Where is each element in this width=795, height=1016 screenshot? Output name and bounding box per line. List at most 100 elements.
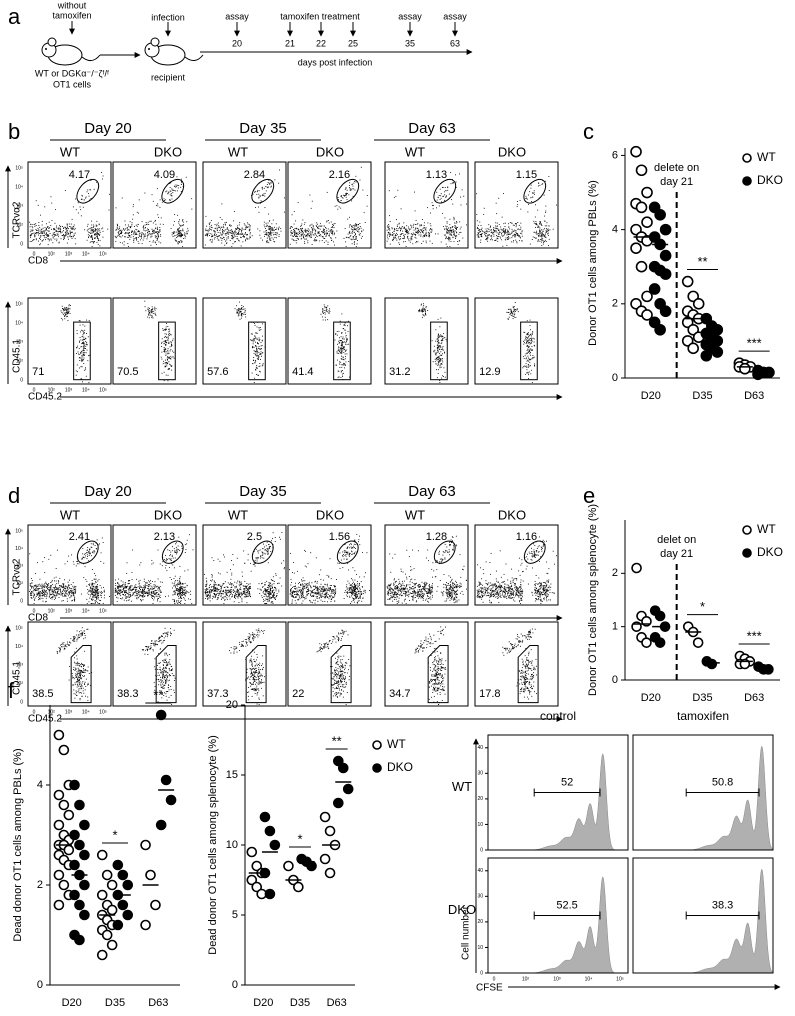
event-dot bbox=[151, 306, 153, 308]
event-dot bbox=[518, 235, 520, 237]
event-dot bbox=[476, 227, 478, 229]
event-dot bbox=[73, 229, 75, 231]
event-dot bbox=[86, 552, 87, 554]
event-dot bbox=[211, 233, 213, 235]
event-dot bbox=[531, 345, 533, 347]
event-dot bbox=[405, 228, 406, 230]
event-dot bbox=[243, 235, 245, 237]
event-dot bbox=[139, 588, 140, 590]
event-dot bbox=[502, 229, 504, 231]
event-dot bbox=[73, 669, 75, 671]
event-dot bbox=[455, 181, 457, 183]
event-dot bbox=[60, 594, 62, 596]
event-dot bbox=[76, 683, 78, 685]
event-dot bbox=[431, 230, 433, 232]
event-dot bbox=[181, 241, 183, 243]
event-dot bbox=[49, 589, 51, 591]
event-dot bbox=[77, 682, 79, 684]
event-dot bbox=[138, 243, 140, 244]
event-dot bbox=[90, 180, 92, 181]
label: 20 bbox=[232, 38, 242, 48]
tick-label: 10⁴ bbox=[15, 320, 23, 326]
event-dot bbox=[67, 641, 68, 643]
event-dot bbox=[38, 599, 39, 601]
event-dot bbox=[74, 238, 76, 240]
event-dot bbox=[76, 353, 78, 354]
gate-percent: 4.09 bbox=[154, 169, 175, 181]
event-dot bbox=[355, 223, 356, 225]
event-dot bbox=[503, 229, 505, 231]
event-dot bbox=[345, 343, 347, 345]
event-dot bbox=[526, 344, 528, 346]
event-dot bbox=[89, 551, 91, 553]
event-dot bbox=[341, 195, 343, 196]
event-dot bbox=[144, 306, 146, 308]
event-dot bbox=[355, 237, 357, 239]
event-dot bbox=[414, 210, 416, 212]
event-dot bbox=[348, 361, 350, 362]
event-dot bbox=[243, 233, 245, 235]
event-dot bbox=[83, 638, 85, 640]
event-dot bbox=[48, 589, 50, 590]
event-dot bbox=[45, 229, 47, 231]
event-dot bbox=[151, 592, 152, 594]
event-dot bbox=[151, 312, 153, 314]
event-dot bbox=[396, 224, 398, 226]
event-dot bbox=[406, 229, 408, 231]
event-dot bbox=[239, 236, 241, 238]
event-dot bbox=[298, 238, 299, 240]
event-dot bbox=[444, 187, 446, 189]
event-dot bbox=[325, 227, 327, 229]
event-dot bbox=[232, 237, 234, 239]
event-dot bbox=[541, 225, 543, 226]
event-dot bbox=[154, 581, 156, 583]
event-dot bbox=[71, 600, 73, 602]
event-dot bbox=[74, 593, 76, 594]
event-dot bbox=[90, 603, 92, 604]
event-dot bbox=[33, 598, 35, 600]
event-dot bbox=[78, 689, 80, 691]
event-dot bbox=[62, 590, 64, 592]
event-dot bbox=[354, 234, 356, 236]
event-dot bbox=[392, 239, 394, 241]
event-dot bbox=[342, 346, 344, 348]
event-dot bbox=[216, 237, 218, 239]
event-dot bbox=[442, 349, 444, 351]
event-dot bbox=[328, 235, 330, 237]
event-dot bbox=[260, 329, 262, 331]
event-dot bbox=[86, 230, 88, 232]
event-dot bbox=[238, 307, 240, 309]
event-dot bbox=[165, 341, 167, 343]
event-dot bbox=[96, 220, 98, 222]
event-dot bbox=[422, 310, 424, 312]
event-dot bbox=[40, 597, 42, 599]
event-dot bbox=[65, 235, 66, 237]
event-dot bbox=[265, 232, 267, 234]
event-dot bbox=[70, 588, 72, 590]
event-dot bbox=[340, 342, 342, 344]
event-dot bbox=[173, 231, 175, 233]
event-dot bbox=[155, 204, 157, 206]
event-dot bbox=[69, 305, 71, 306]
event-dot bbox=[153, 229, 155, 231]
event-dot bbox=[403, 226, 405, 228]
event-dot bbox=[312, 225, 314, 227]
event-dot bbox=[340, 348, 342, 349]
event-dot bbox=[72, 593, 74, 595]
event-dot bbox=[92, 599, 94, 600]
event-dot bbox=[155, 237, 157, 239]
event-dot bbox=[91, 598, 93, 600]
event-dot bbox=[45, 234, 47, 236]
event-dot bbox=[233, 233, 235, 235]
event-dot bbox=[418, 231, 420, 233]
event-dot bbox=[330, 226, 332, 228]
event-dot bbox=[341, 358, 342, 360]
event-dot bbox=[153, 310, 155, 312]
event-dot bbox=[495, 239, 497, 241]
event-dot bbox=[34, 594, 35, 596]
event-dot bbox=[71, 554, 72, 556]
event-dot bbox=[267, 226, 269, 228]
event-dot bbox=[210, 224, 212, 226]
event-dot bbox=[73, 235, 75, 236]
event-dot bbox=[246, 234, 248, 236]
